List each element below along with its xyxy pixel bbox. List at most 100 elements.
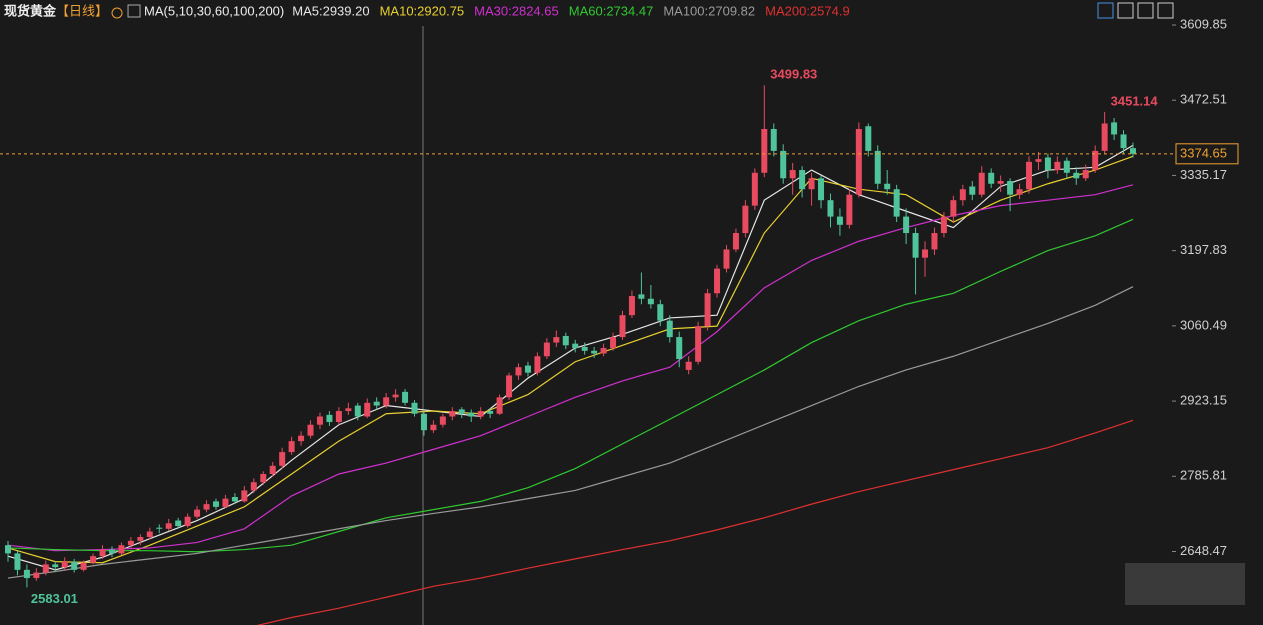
candle-body xyxy=(430,424,437,431)
candle-body xyxy=(912,233,919,258)
candle-body xyxy=(988,172,995,184)
candle-body xyxy=(950,200,957,217)
candle-body xyxy=(808,178,815,190)
candle-body xyxy=(298,435,305,442)
candle-body xyxy=(893,189,900,217)
candle-body xyxy=(742,205,749,234)
candle-body xyxy=(250,482,257,491)
candle-body xyxy=(373,401,380,406)
ma-line xyxy=(7,286,1134,579)
candle-body xyxy=(194,509,201,517)
candle-body xyxy=(969,186,976,195)
candle-body xyxy=(392,394,399,398)
low-label: 2583.01 xyxy=(31,591,78,606)
candle-body xyxy=(33,572,40,579)
candle-body xyxy=(846,194,853,225)
candle-body xyxy=(458,409,465,414)
candle-body xyxy=(364,402,371,417)
candle-body xyxy=(241,490,248,502)
candle-body xyxy=(676,337,683,359)
candle-body xyxy=(439,416,446,425)
tool-icon[interactable] xyxy=(1117,2,1134,19)
candle-body xyxy=(818,178,825,201)
candle-body xyxy=(288,441,295,453)
tool-icon[interactable] xyxy=(1137,2,1154,19)
candle-body xyxy=(449,411,456,417)
ma-line xyxy=(7,218,1134,553)
candle-body xyxy=(1063,160,1070,173)
ma-icon xyxy=(127,4,141,18)
candle-body xyxy=(468,412,475,417)
candle-body xyxy=(1026,161,1033,190)
candle-body xyxy=(203,504,210,510)
candle-body xyxy=(23,569,30,579)
candle-body xyxy=(922,249,929,258)
high-label: 3451.14 xyxy=(1111,93,1159,108)
high-label: 3499.83 xyxy=(770,67,817,82)
candle-body xyxy=(402,391,409,403)
y-tick-label: 3472.51 xyxy=(1180,92,1227,107)
candle-body xyxy=(345,408,352,412)
plot-area xyxy=(5,85,1136,625)
candle-body xyxy=(638,294,645,299)
candle-body xyxy=(1073,172,1080,179)
candle-body xyxy=(1007,181,1014,195)
candle-body xyxy=(666,320,673,338)
tool-icon[interactable] xyxy=(1157,2,1174,19)
candle-body xyxy=(572,343,579,349)
candle-body xyxy=(269,465,276,475)
candle-body xyxy=(534,356,541,373)
candle-body xyxy=(477,411,484,417)
candle-body xyxy=(14,553,21,570)
candle-body xyxy=(1130,148,1136,154)
y-tick-label: 3060.49 xyxy=(1180,317,1227,332)
candle-body xyxy=(714,268,721,294)
candle-body xyxy=(383,397,390,406)
candle-body xyxy=(137,536,144,541)
candle-body xyxy=(657,304,664,321)
candle-body xyxy=(156,527,163,529)
candle-body xyxy=(108,549,115,554)
candle-body xyxy=(1054,161,1061,171)
ma-label: MA(5,10,30,60,100,200) xyxy=(144,3,284,18)
candle-body xyxy=(118,545,125,554)
candle-body xyxy=(959,189,966,201)
legend-entry: MA100:2709.82 xyxy=(663,3,755,18)
candle-body xyxy=(1120,134,1127,149)
candle-body xyxy=(146,531,153,537)
candle-body xyxy=(761,128,768,173)
candle-body xyxy=(751,172,758,206)
y-tick-label: 2923.15 xyxy=(1180,393,1227,408)
candle-body xyxy=(799,170,806,190)
candle-body xyxy=(5,545,11,554)
candle-body xyxy=(420,413,427,431)
candle-body xyxy=(506,375,513,398)
candle-body xyxy=(647,298,654,305)
y-tick-label: 2648.47 xyxy=(1180,543,1227,558)
candle-body xyxy=(307,424,314,436)
candle-body xyxy=(411,402,418,414)
legend-entry: MA10:2920.75 xyxy=(380,3,465,18)
candle-body xyxy=(855,128,862,195)
candle-body xyxy=(770,128,777,151)
legend-entry: MA5:2939.20 xyxy=(292,3,369,18)
candle-body xyxy=(515,367,522,376)
candle-body xyxy=(71,561,78,570)
candle-body xyxy=(628,296,635,316)
watermark xyxy=(1125,563,1245,605)
candle-body xyxy=(127,540,134,546)
candle-body xyxy=(222,498,229,507)
ma-line xyxy=(256,419,1134,625)
ma-line xyxy=(7,155,1134,564)
candle-body xyxy=(42,564,49,573)
candle-body xyxy=(175,520,182,527)
candle-body xyxy=(184,516,191,527)
add-icon xyxy=(111,7,123,19)
candle-body xyxy=(836,216,843,225)
candle-body xyxy=(52,564,59,568)
tool-icon[interactable] xyxy=(1097,2,1114,19)
candle-body xyxy=(581,346,588,351)
candle-body xyxy=(732,233,739,250)
candle-body xyxy=(231,497,238,502)
toolbar xyxy=(1097,2,1174,19)
